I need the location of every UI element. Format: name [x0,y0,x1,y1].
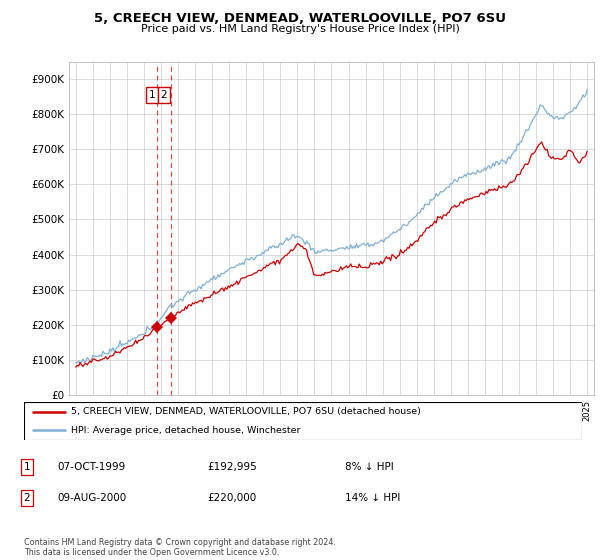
Text: 1: 1 [23,462,31,472]
Text: HPI: Average price, detached house, Winchester: HPI: Average price, detached house, Winc… [71,426,301,435]
Text: Contains HM Land Registry data © Crown copyright and database right 2024.
This d: Contains HM Land Registry data © Crown c… [24,538,336,557]
Text: 8% ↓ HPI: 8% ↓ HPI [345,462,394,472]
Text: 07-OCT-1999: 07-OCT-1999 [57,462,125,472]
Text: 2: 2 [23,493,31,503]
Text: 1: 1 [148,90,155,100]
Text: 5, CREECH VIEW, DENMEAD, WATERLOOVILLE, PO7 6SU: 5, CREECH VIEW, DENMEAD, WATERLOOVILLE, … [94,12,506,25]
Text: 2: 2 [160,90,167,100]
Text: 5, CREECH VIEW, DENMEAD, WATERLOOVILLE, PO7 6SU (detached house): 5, CREECH VIEW, DENMEAD, WATERLOOVILLE, … [71,407,421,416]
Text: 09-AUG-2000: 09-AUG-2000 [57,493,126,503]
Text: 14% ↓ HPI: 14% ↓ HPI [345,493,400,503]
Text: Price paid vs. HM Land Registry's House Price Index (HPI): Price paid vs. HM Land Registry's House … [140,24,460,34]
Text: £220,000: £220,000 [207,493,256,503]
Text: £192,995: £192,995 [207,462,257,472]
